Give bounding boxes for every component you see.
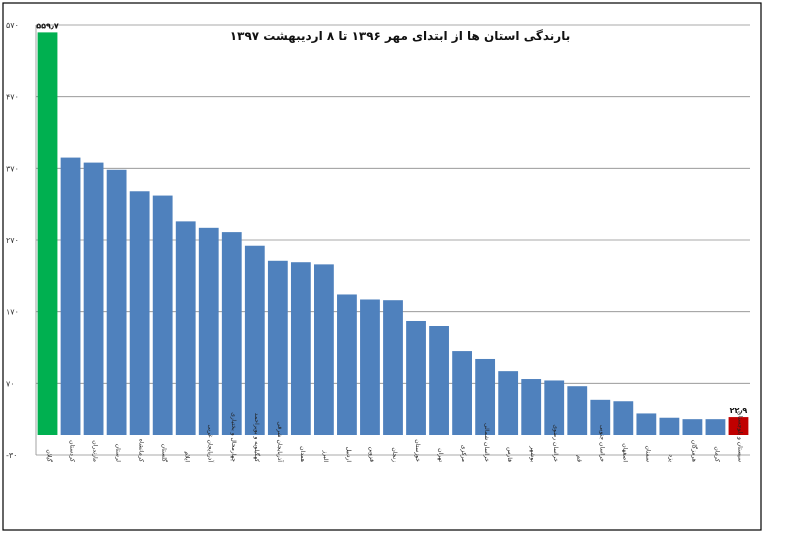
bar [636,413,657,435]
x-tick-label: ایلام [184,451,191,462]
outer-border [2,2,762,531]
x-tick-label: اردبیل [345,447,352,463]
bar [682,419,703,435]
bar [129,191,150,435]
bar [544,380,565,435]
y-tick-label: ۵۷۰ [6,21,19,30]
bar [429,326,449,435]
y-tick-label: ۴۷۰ [6,93,19,102]
x-tick-label: خراسان شمالی [483,423,490,462]
x-tick-label: خراسان رضوی [552,424,559,462]
bar [175,221,196,435]
bar [198,227,219,435]
data-label: ۲۲٫۹ [730,406,748,415]
y-tick-label: ۱۷۰ [6,308,19,317]
x-tick-label: خوزستان [414,439,421,462]
bars [37,32,749,436]
y-tick-label: ۳۷۰ [6,164,19,173]
x-tick-label: زنجان [391,447,398,462]
bar [267,260,288,435]
x-tick-label: کردستان [69,440,76,462]
x-tick-label: هرمزگان [690,440,698,462]
x-tick-label: گلستان [161,444,169,462]
x-tick-label: بوشهر [529,445,536,462]
bar [60,157,81,436]
x-tick-label: سمنان [644,445,651,462]
x-tick-label: قزوین [368,447,375,462]
bar [452,351,473,435]
y-tick-label: ۷۰ [6,379,15,388]
x-tick-label: سیستان و بلوچستان [736,411,743,462]
bar [313,264,334,435]
bar [37,32,58,436]
x-tick-label: خراسان جنوبی [598,425,605,462]
x-tick-label: گیلان [46,449,54,462]
x-tick-label: کهگیلویه و بویراحمد [253,413,261,462]
x-tick-label: البرز [322,449,329,462]
bar [106,169,127,435]
bar [337,294,357,435]
y-axis-tick-labels: -۳۰ ۷۰ ۱۷۰ ۲۷۰ ۳۷۰ ۴۷۰ ۵۷۰ [6,21,19,460]
x-tick-label: آذربایجان شرقی [276,421,285,462]
x-tick-label: کرمان [713,446,720,462]
bar [498,371,519,435]
x-tick-label: قم [575,455,582,462]
x-tick-label: تهران [437,448,444,462]
x-tick-label: مرکزی [460,445,467,462]
bar [360,299,380,435]
bar [521,379,542,435]
bar [475,358,496,435]
bar [383,300,403,435]
bar [290,262,311,435]
x-tick-label: فارس [506,447,513,462]
y-tick-label: ۲۷۰ [6,236,19,245]
bar [152,195,173,435]
bar [406,320,426,435]
bar [728,417,749,435]
x-tick-label: همدان [299,446,306,462]
bar [567,386,588,435]
x-tick-label: لرستان [115,444,122,462]
bar [590,399,611,435]
data-label: ۵۵۹٫۷ [36,21,59,30]
x-tick-label: چهارمحال و بختیاری [230,412,237,462]
data-labels: ۵۵۹٫۷ ۲۲٫۹ [36,21,747,415]
x-tick-label: یزد [667,454,674,462]
x-tick-label: مازندران [92,440,99,462]
y-tick-label: -۳۰ [6,451,17,460]
bar [613,401,634,435]
bar [244,245,265,435]
x-tick-label: اصفهان [621,443,628,462]
bar [705,419,726,435]
bar [659,417,680,435]
x-tick-label: آذربایجان غربی [207,424,216,462]
chart-title: بارندگی استان ها از ابتدای مهر ۱۳۹۶ تا ۸… [230,29,570,43]
bar [221,232,242,435]
x-tick-label: کرمانشاه [138,439,145,462]
bar [83,162,104,435]
x-axis-tick-labels: گیلان کردستان مازندران لرستان کرمانشاه گلستان… [46,411,744,462]
